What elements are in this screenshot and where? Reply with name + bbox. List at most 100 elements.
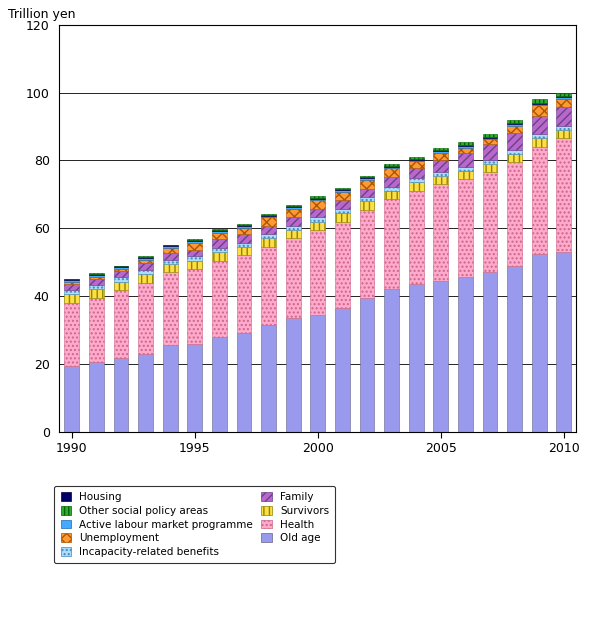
- Bar: [286, 230, 301, 239]
- Legend: Housing, Other social policy areas, Active labour market programme, Unemployment: Housing, Other social policy areas, Acti…: [54, 486, 336, 563]
- Bar: [507, 123, 522, 124]
- Bar: [458, 179, 473, 278]
- Bar: [557, 138, 571, 252]
- Bar: [138, 270, 153, 274]
- Bar: [212, 230, 227, 231]
- Bar: [261, 239, 276, 247]
- Bar: [532, 115, 546, 135]
- Bar: [212, 231, 227, 233]
- Bar: [311, 209, 325, 217]
- Bar: [212, 337, 227, 432]
- Bar: [311, 196, 325, 198]
- Bar: [532, 135, 546, 138]
- Bar: [89, 285, 104, 289]
- Bar: [286, 205, 301, 206]
- Bar: [261, 215, 276, 216]
- Bar: [434, 281, 448, 432]
- Bar: [89, 275, 104, 277]
- Bar: [359, 176, 374, 178]
- Bar: [236, 255, 251, 333]
- Bar: [384, 167, 399, 168]
- Bar: [532, 254, 546, 432]
- Bar: [187, 239, 202, 240]
- Bar: [113, 267, 128, 269]
- Bar: [163, 346, 178, 432]
- Bar: [359, 210, 374, 298]
- Bar: [335, 190, 350, 192]
- Bar: [507, 154, 522, 162]
- Bar: [359, 197, 374, 201]
- Bar: [311, 315, 325, 432]
- Bar: [138, 263, 153, 270]
- Bar: [532, 104, 546, 106]
- Bar: [409, 168, 424, 178]
- Bar: [261, 247, 276, 325]
- Bar: [311, 222, 325, 230]
- Bar: [138, 354, 153, 432]
- Bar: [212, 260, 227, 337]
- Bar: [286, 209, 301, 217]
- Bar: [458, 278, 473, 432]
- Bar: [187, 250, 202, 257]
- Bar: [507, 162, 522, 266]
- Bar: [163, 253, 178, 260]
- Bar: [187, 240, 202, 241]
- Bar: [359, 201, 374, 210]
- Bar: [286, 318, 301, 432]
- Bar: [113, 269, 128, 271]
- Bar: [557, 96, 571, 97]
- Bar: [335, 209, 350, 213]
- Bar: [138, 260, 153, 263]
- Bar: [64, 291, 79, 294]
- Bar: [409, 162, 424, 168]
- Bar: [212, 248, 227, 252]
- Bar: [138, 257, 153, 258]
- Bar: [64, 282, 79, 284]
- Bar: [384, 191, 399, 199]
- Bar: [507, 126, 522, 133]
- Bar: [335, 213, 350, 222]
- Bar: [409, 157, 424, 159]
- Bar: [409, 178, 424, 183]
- Bar: [286, 226, 301, 230]
- Bar: [532, 106, 546, 115]
- Bar: [261, 234, 276, 239]
- Bar: [113, 281, 128, 290]
- Bar: [483, 164, 497, 172]
- Bar: [483, 144, 497, 160]
- Bar: [458, 146, 473, 148]
- Bar: [286, 239, 301, 318]
- Bar: [483, 138, 497, 139]
- Bar: [507, 120, 522, 123]
- Bar: [409, 160, 424, 162]
- Bar: [64, 280, 79, 282]
- Bar: [286, 207, 301, 209]
- Bar: [212, 239, 227, 248]
- Bar: [458, 167, 473, 171]
- Bar: [89, 277, 104, 278]
- Bar: [483, 160, 497, 164]
- Bar: [384, 199, 399, 289]
- Bar: [261, 214, 276, 215]
- Bar: [236, 234, 251, 243]
- Bar: [64, 279, 79, 280]
- Bar: [384, 289, 399, 432]
- Bar: [359, 189, 374, 197]
- Bar: [187, 257, 202, 260]
- Bar: [335, 201, 350, 209]
- Bar: [163, 264, 178, 273]
- Bar: [434, 160, 448, 172]
- Bar: [409, 284, 424, 432]
- Bar: [261, 325, 276, 432]
- Bar: [163, 244, 178, 246]
- Text: Trillion yen: Trillion yen: [8, 7, 75, 20]
- Bar: [311, 199, 325, 201]
- Bar: [532, 103, 546, 104]
- Bar: [483, 273, 497, 432]
- Bar: [434, 172, 448, 176]
- Bar: [335, 188, 350, 189]
- Bar: [483, 172, 497, 273]
- Bar: [507, 124, 522, 126]
- Bar: [113, 271, 128, 278]
- Bar: [286, 217, 301, 226]
